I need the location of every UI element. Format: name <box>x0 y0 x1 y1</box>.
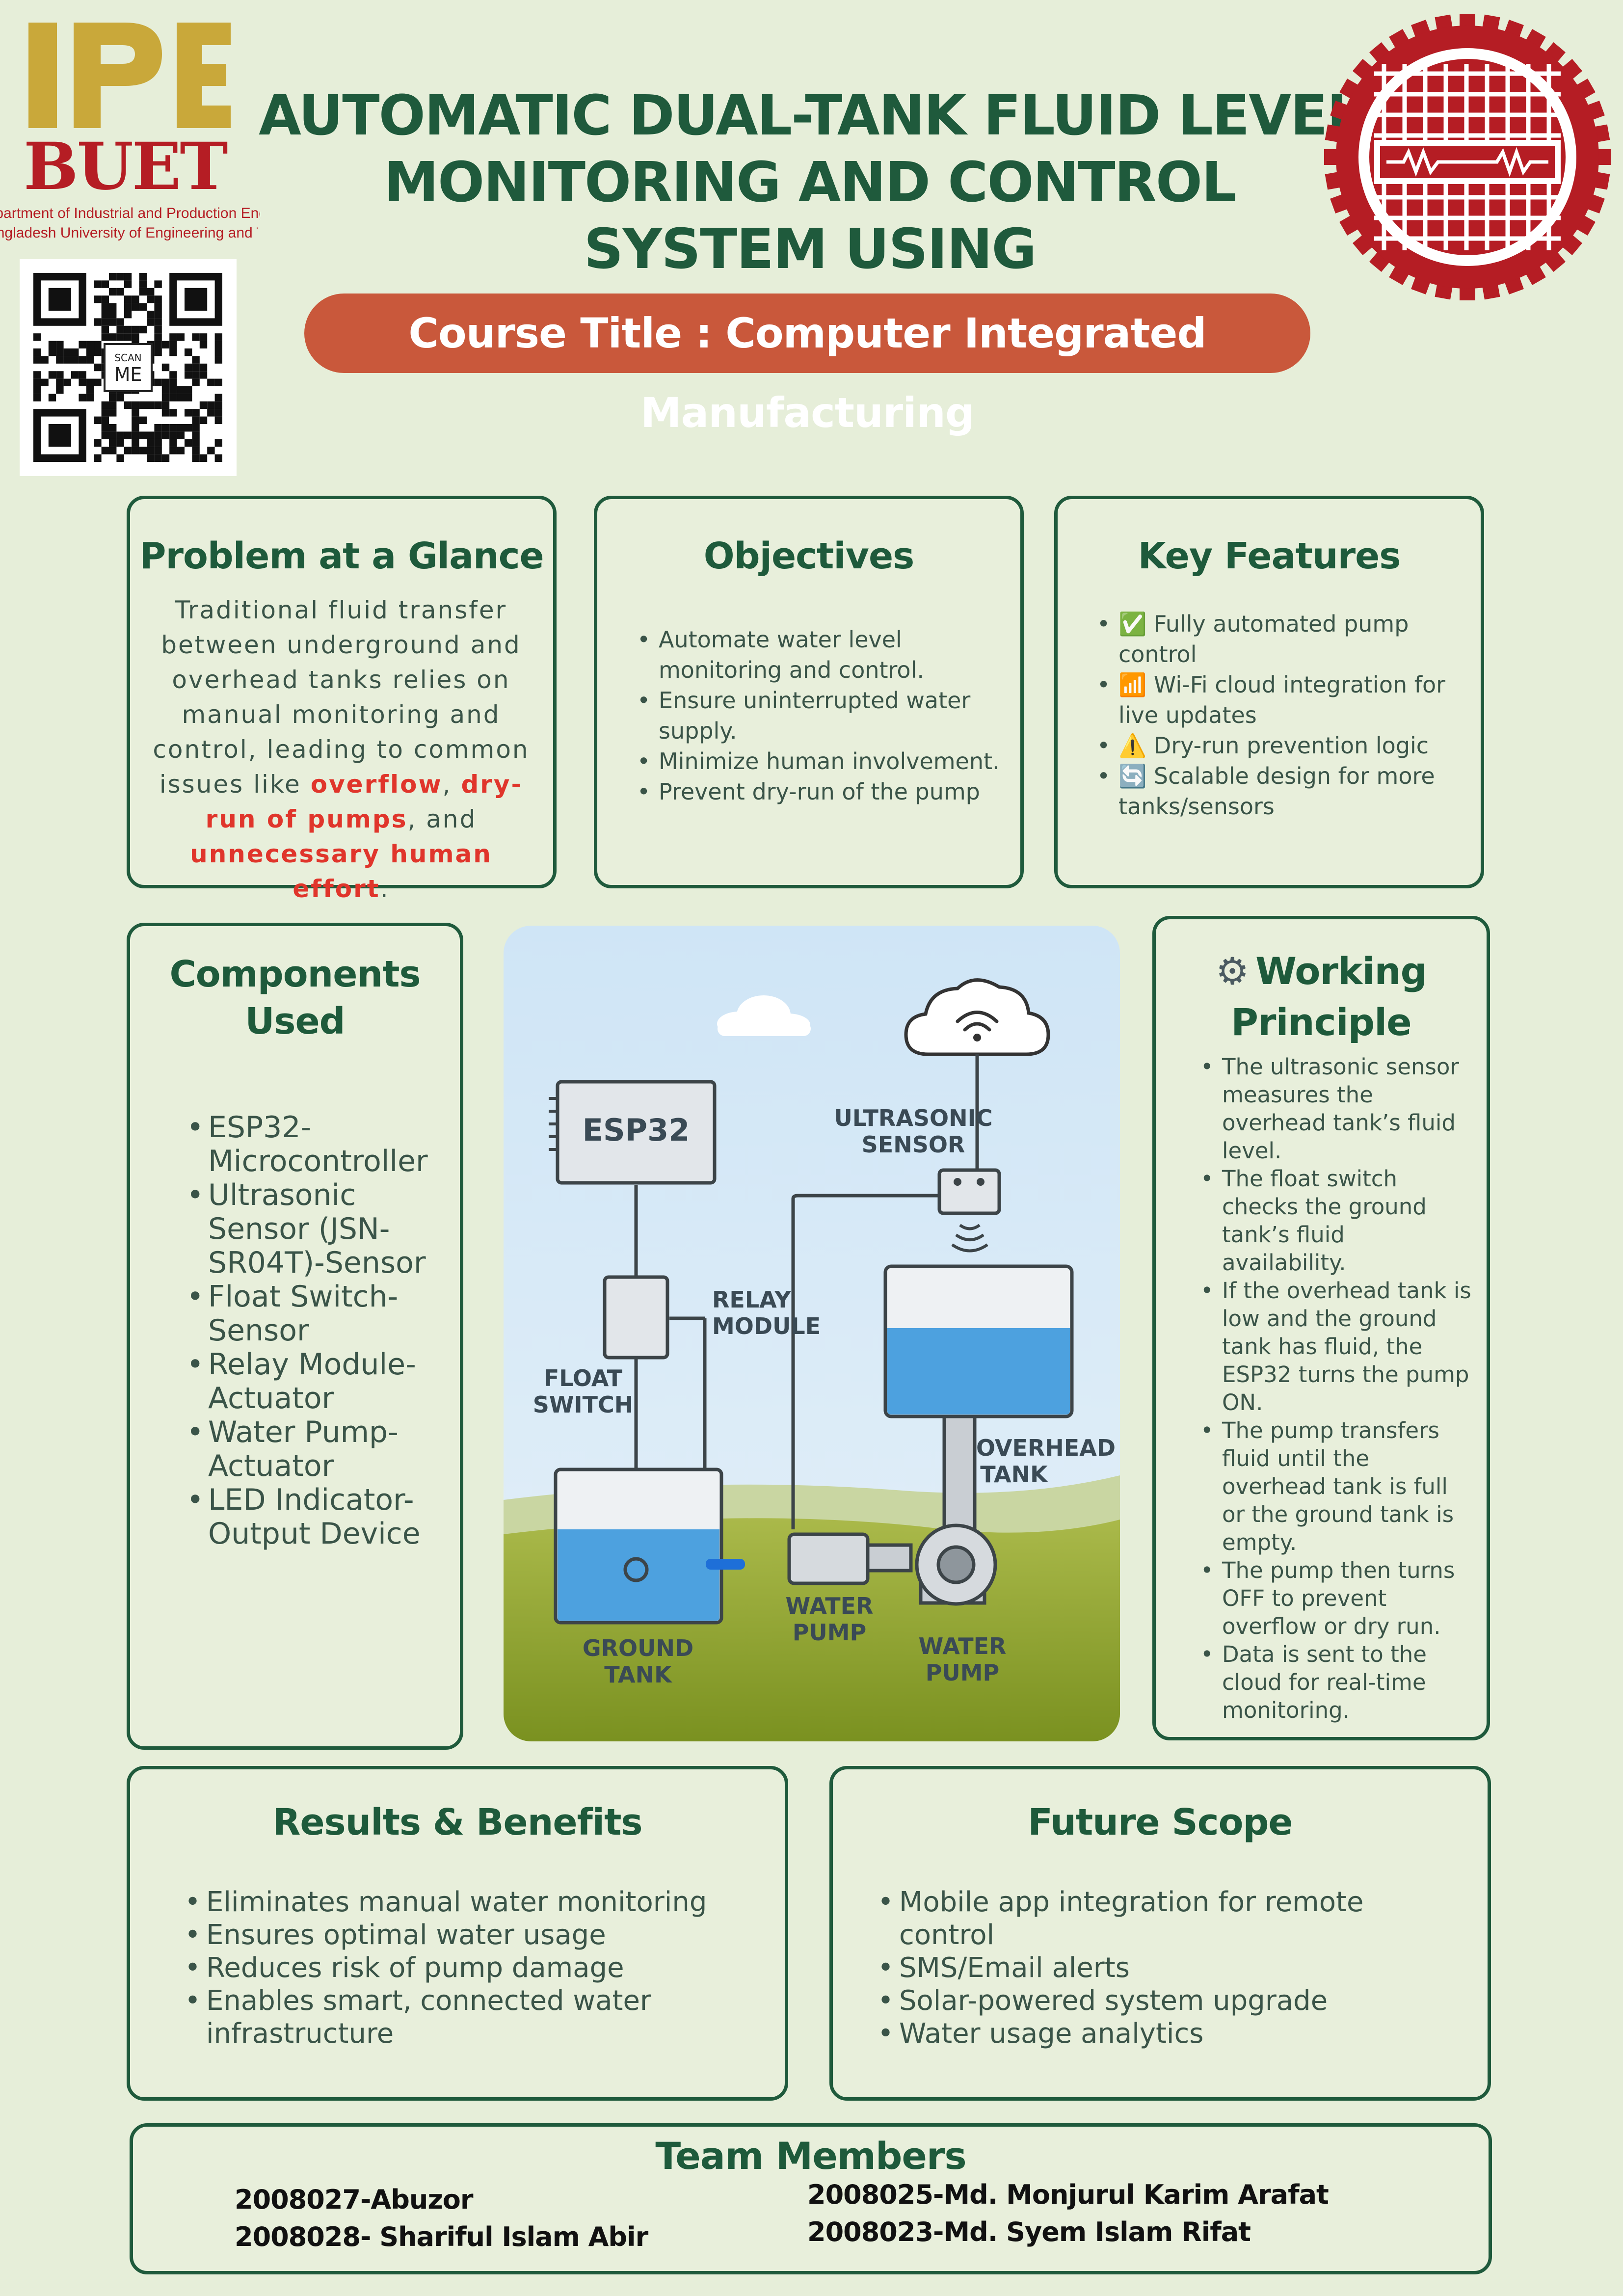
system-diagram: ESP32 ULTRASONIC SENSOR RELAY MODULE FLO… <box>504 926 1120 1741</box>
list-item: The float switch checks the ground tank’… <box>1200 1165 1475 1277</box>
list-item: Water Pump-Actuator <box>186 1415 442 1483</box>
outlet-pipe <box>706 1559 745 1570</box>
cloud-small <box>717 995 811 1036</box>
ultrasonic-sensor <box>937 1168 1001 1253</box>
features-title: Key Features <box>1138 535 1401 577</box>
list-item: Minimize human involvement. <box>637 746 1010 776</box>
ground-label-1: GROUND <box>583 1635 693 1661</box>
qr-pattern <box>33 273 222 462</box>
list-item: Mobile app integration for remote contro… <box>878 1886 1466 1951</box>
ground-label-2: TANK <box>604 1661 673 1688</box>
list-item: Eliminates manual water monitoring <box>185 1886 749 1919</box>
problem-text: Traditional fluid transfer between under… <box>153 596 530 903</box>
objectives-list: Automate water level monitoring and cont… <box>637 624 1010 807</box>
team-member: 2008025-Md. Monjurul Karim Arafat <box>807 2179 1329 2210</box>
ipe-buet-logo: BUET Department of Industrial and Produc… <box>0 15 260 241</box>
list-item: The ultrasonic sensor measures the overh… <box>1200 1053 1475 1165</box>
logo-dept-line1: Department of Industrial and Production … <box>0 205 260 221</box>
logo-buet-text: BUET <box>24 129 228 205</box>
esp32-label: ESP32 <box>583 1112 690 1148</box>
list-item: Ultrasonic Sensor (JSN-SR04T)-Sensor <box>186 1178 442 1280</box>
float-label-1: FLOAT <box>544 1365 623 1391</box>
qr-label-me: ME <box>114 364 142 385</box>
objectives-title: Objectives <box>703 535 915 577</box>
list-item: Ensure uninterrupted water supply. <box>637 685 1010 746</box>
esp32-board: ESP32 <box>549 1080 717 1185</box>
title-line-1: AUTOMATIC DUAL-TANK FLUID LEVEL <box>259 84 1362 148</box>
team-member: 2008027-Abuzor <box>235 2184 473 2215</box>
features-list: ✅ Fully automated pump control 📶 Wi-Fi c… <box>1097 609 1470 822</box>
list-item: Prevent dry-run of the pump <box>637 776 1010 807</box>
problem-card: Problem at a Glance <box>127 496 557 888</box>
title-line-2: MONITORING AND CONTROL SYSTEM USING <box>384 151 1237 281</box>
list-item: Reduces risk of pump damage <box>185 1951 749 1984</box>
list-item: ✅ Fully automated pump control <box>1097 609 1470 669</box>
team-title: Team Members <box>655 2134 966 2178</box>
pump-a-label-2: PUMP <box>793 1619 867 1646</box>
ground-tank <box>554 1468 723 1625</box>
list-item: 🔄 Scalable design for more tanks/sensors <box>1097 761 1470 822</box>
logo-dept-line2: Bangladesh University of Engineering and… <box>0 225 258 241</box>
pump-a-label-1: WATER <box>786 1593 874 1619</box>
list-item: The pump then turns OFF to prevent overf… <box>1200 1556 1475 1640</box>
water-pump-a <box>787 1532 913 1585</box>
qr-label-scan: SCAN <box>114 352 142 364</box>
ultrasonic-label-2: SENSOR <box>862 1131 965 1158</box>
list-item: The pump transfers fluid until the overh… <box>1200 1416 1475 1556</box>
float-label-2: SWITCH <box>533 1391 634 1418</box>
qr-code[interactable]: SCAN ME <box>20 259 237 476</box>
water-pump-b <box>915 1523 997 1606</box>
qr-scan-me-badge: SCAN ME <box>104 343 153 392</box>
future-title: Future Scope <box>1028 1801 1293 1843</box>
list-item: If the overhead tank is low and the grou… <box>1200 1277 1475 1416</box>
team-member: 2008023-Md. Syem Islam Rifat <box>807 2216 1251 2247</box>
team-member: 2008028- Shariful Islam Abir <box>235 2221 648 2252</box>
ultrasonic-label-1: ULTRASONIC <box>834 1105 992 1131</box>
buet-seal-icon <box>1324 14 1611 300</box>
components-list: ESP32-Microcontroller Ultrasonic Sensor … <box>186 1111 442 1551</box>
list-item: Automate water level monitoring and cont… <box>637 624 1010 685</box>
team-card: Team Members <box>130 2123 1492 2274</box>
results-list: Eliminates manual water monitoring Ensur… <box>185 1886 749 2050</box>
wifi-cloud-icon <box>904 978 1050 1056</box>
gear-icon: ⚙ <box>1215 949 1249 993</box>
list-item: 📶 Wi-Fi cloud integration for live updat… <box>1097 669 1470 730</box>
list-item: Enables smart, connected water infrastru… <box>185 1984 749 2050</box>
list-item: Relay Module-Actuator <box>186 1348 442 1415</box>
list-item: Ensures optimal water usage <box>185 1919 749 1951</box>
relay-label-1: RELAY <box>712 1286 791 1313</box>
overhead-label-2: TANK <box>980 1461 1049 1488</box>
list-item: Data is sent to the cloud for real-time … <box>1200 1640 1475 1724</box>
relay-label-2: MODULE <box>712 1313 821 1339</box>
problem-title: Problem at a Glance <box>139 535 544 577</box>
pump-b-label-1: WATER <box>919 1633 1007 1659</box>
list-item: LED Indicator-Output Device <box>186 1483 442 1551</box>
list-item: SMS/Email alerts <box>878 1951 1466 1984</box>
list-item: ESP32-Microcontroller <box>186 1111 442 1178</box>
overhead-label-1: OVERHEAD <box>976 1435 1116 1461</box>
pump-b-label-2: PUMP <box>926 1659 1000 1686</box>
highlight-human-effort: unnecessary human effort <box>190 840 492 903</box>
list-item: Float Switch-Sensor <box>186 1280 442 1348</box>
list-item: Water usage analytics <box>878 2017 1466 2050</box>
results-title: Results & Benefits <box>272 1801 642 1843</box>
list-item: Solar-powered system upgrade <box>878 1984 1466 2017</box>
ipe-logo-mark <box>28 23 231 128</box>
working-title: ⚙ Working Principle <box>1156 946 1487 1048</box>
components-title: Components Used <box>169 953 421 1042</box>
working-list: The ultrasonic sensor measures the overh… <box>1200 1053 1475 1724</box>
highlight-dry-run: dry-run of pumps <box>205 770 523 833</box>
list-item: ⚠️ Dry-run prevention logic <box>1097 730 1470 761</box>
relay-module <box>603 1275 669 1360</box>
highlight-overflow: overflow <box>310 770 443 799</box>
course-title-badge: Course Title : Computer Integrated Manuf… <box>304 294 1310 437</box>
overhead-tank <box>883 1264 1074 1540</box>
future-list: Mobile app integration for remote contro… <box>878 1886 1466 2050</box>
